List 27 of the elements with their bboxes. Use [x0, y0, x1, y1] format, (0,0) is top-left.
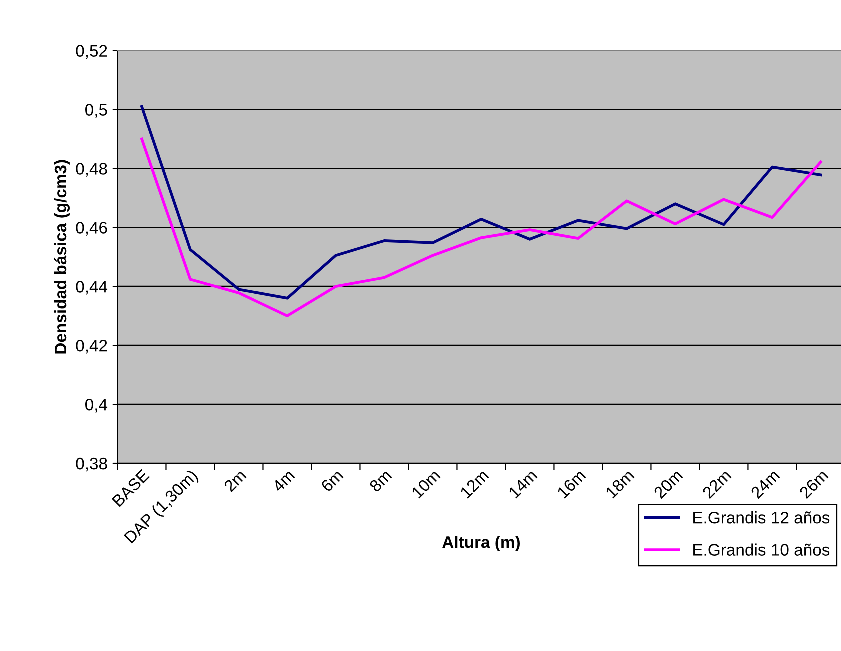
x-tick-label: 24m: [750, 469, 780, 500]
y-tick-label: 0,5: [86, 104, 108, 118]
x-tick-label: 4m: [272, 469, 296, 493]
y-tick-label: 0,44: [76, 281, 108, 295]
y-tick-label: 0,42: [76, 340, 108, 354]
x-tick-label: 12m: [460, 469, 490, 499]
x-tick-label: 26m: [798, 469, 829, 500]
x-tick-label: 8m: [368, 469, 392, 493]
x-axis-title: Altura (m): [442, 536, 520, 552]
line-series: [140, 105, 822, 300]
y-tick-label: 0,52: [76, 45, 108, 59]
x-tick-label: 16m: [556, 469, 586, 499]
x-tick-label: 10m: [411, 469, 441, 499]
y-tick-label: 0,48: [76, 163, 108, 177]
x-tick-label: 20m: [653, 469, 684, 500]
y-tick-label: 0,38: [76, 458, 108, 472]
y-axis-title: Densidad básica (g/cm3): [54, 160, 70, 354]
x-tick-label: 22m: [702, 469, 732, 500]
x-tick-label: 18m: [605, 469, 635, 499]
y-tick-label: 0,4: [86, 398, 108, 413]
x-tick-label: 6m: [320, 469, 344, 493]
legend-label: E.Grandis 12 años: [694, 512, 830, 524]
x-tick-label: 14m: [508, 469, 538, 499]
line-series: [140, 138, 822, 318]
x-tick-label: 2m: [224, 469, 247, 493]
legend-label: E.Grandis 10 años: [694, 544, 830, 556]
y-tick-label: 0,46: [76, 222, 108, 236]
